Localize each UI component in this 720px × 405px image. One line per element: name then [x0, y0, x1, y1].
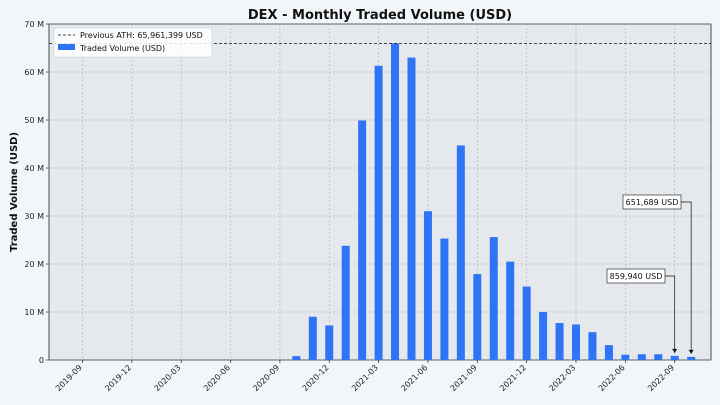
- bar-2021-01: [341, 245, 350, 360]
- y-tick-label: 50 M: [24, 116, 44, 125]
- annotation-label: 859,940 USD: [610, 272, 663, 281]
- y-tick-label: 20 M: [24, 260, 44, 269]
- bar-2020-11: [308, 316, 317, 360]
- x-tick-label: 2020-12: [301, 363, 331, 393]
- bar-2022-04: [588, 332, 597, 360]
- annotation-label: 651,689 USD: [626, 198, 679, 207]
- x-tick-label: 2021-06: [399, 363, 429, 393]
- annotation-arrow: [681, 201, 692, 354]
- bar-2022-03: [572, 324, 580, 360]
- bar-2021-10: [489, 237, 498, 360]
- bar-2022-06: [621, 354, 630, 360]
- bar-2021-06: [423, 211, 432, 360]
- bar-2022-09: [670, 355, 679, 360]
- annotation-arrowhead: [672, 348, 678, 353]
- x-tick-label: 2020-06: [202, 363, 232, 393]
- x-tick-label: 2019-12: [103, 363, 133, 393]
- y-axis-ticks: 0 10 M 20 M 30 M 40 M 50 M 60 M 70 M: [24, 20, 49, 365]
- x-tick-label: 2020-09: [251, 363, 281, 393]
- x-tick-label: 2021-03: [350, 363, 380, 393]
- x-tick-label: 2020-03: [153, 363, 183, 393]
- bar-2020-12: [325, 325, 334, 360]
- bar-2021-09: [473, 274, 482, 360]
- annotation-arrow: [665, 275, 676, 353]
- bar-2022-05: [604, 345, 613, 360]
- y-tick-label: 0: [39, 356, 44, 365]
- bar-2021-05: [407, 57, 416, 360]
- x-tick-label: 2022-09: [646, 363, 676, 393]
- legend-volume-label: Traded Volume (USD): [79, 44, 165, 53]
- bar-2021-12: [522, 286, 531, 360]
- x-tick-label: 2019-09: [54, 363, 84, 393]
- legend: Previous ATH: 65,961,399 USD Traded Volu…: [53, 27, 213, 58]
- x-tick-label: 2022-03: [547, 363, 577, 393]
- annotation-box: [622, 194, 682, 210]
- y-tick-label: 70 M: [24, 20, 44, 29]
- annotation-arrowhead: [688, 349, 694, 354]
- bar-2022-08: [654, 354, 663, 360]
- annotation-2022-10: 651,689 USD: [622, 194, 694, 354]
- x-axis-ticks: 2019-09 2019-12 2020-03 2020-06 2020-09 2020-…: [54, 360, 676, 393]
- bar-2022-10: [687, 356, 696, 360]
- bar-2021-04: [391, 43, 400, 360]
- bar-2021-08: [456, 145, 465, 360]
- y-tick-label: 10 M: [24, 308, 44, 317]
- bar-2020-10: [292, 356, 301, 360]
- bar-2022-07: [637, 354, 646, 360]
- annotation-2022-09: 859,940 USD: [606, 268, 678, 353]
- y-axis-label: Traded Volume (USD): [9, 132, 20, 252]
- y-tick-label: 60 M: [24, 68, 44, 77]
- annotation-box: [606, 268, 666, 284]
- chart-title: DEX - Monthly Traded Volume (USD): [248, 8, 512, 23]
- x-tick-label: 2021-09: [449, 363, 479, 393]
- legend-volume-swatch: [58, 44, 75, 50]
- bar-2021-07: [440, 238, 449, 360]
- bar-2021-11: [506, 261, 515, 360]
- bar-2021-02: [358, 120, 367, 360]
- bar-2022-02: [555, 323, 564, 360]
- bar-2021-03: [374, 65, 383, 360]
- annotations: 859,940 USD 651,689 USD: [606, 194, 694, 354]
- bar-series: [292, 43, 696, 360]
- x-tick-label: 2022-06: [597, 363, 627, 393]
- x-tick-label: 2021-12: [498, 363, 528, 393]
- legend-ath-label: Previous ATH: 65,961,399 USD: [80, 31, 203, 40]
- y-tick-label: 40 M: [24, 164, 44, 173]
- y-tick-label: 30 M: [24, 212, 44, 221]
- bar-2022-01: [539, 312, 548, 360]
